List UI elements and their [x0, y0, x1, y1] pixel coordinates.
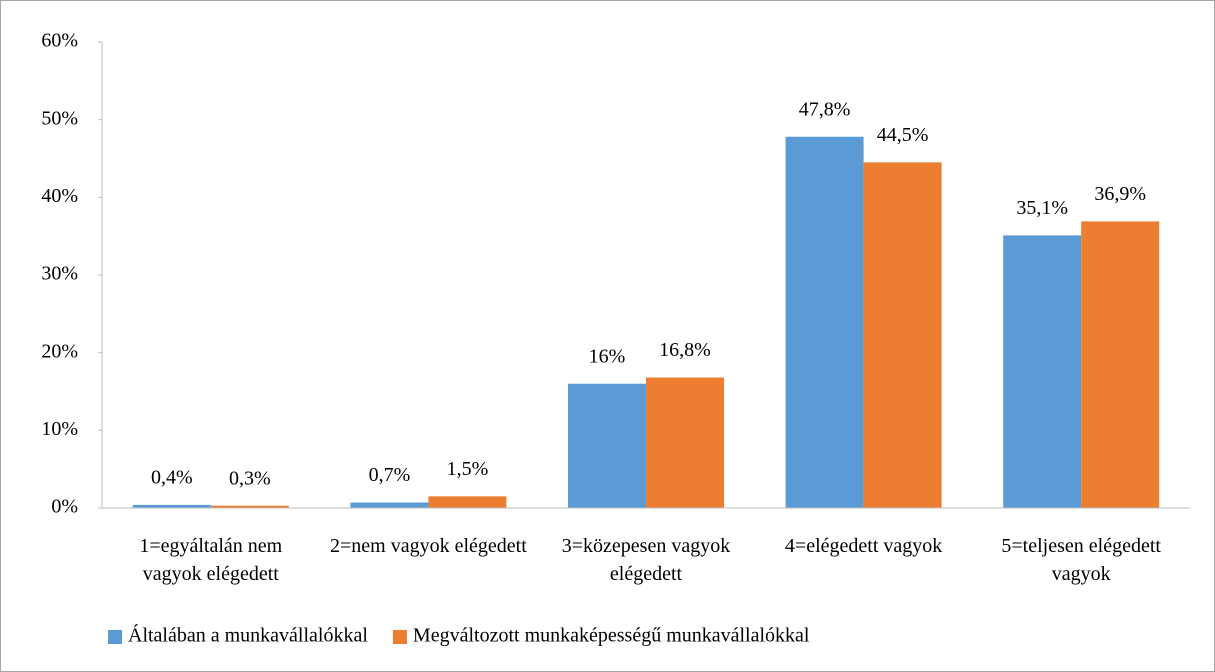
- bar: [785, 136, 864, 508]
- legend-swatch: [392, 630, 407, 644]
- x-tick-label: 3=közepesen vagyok elégedett: [561, 535, 731, 585]
- legend-label: Általában a munkavállalókkal: [128, 624, 368, 647]
- x-tick-label: 2=nem vagyok elégedett: [330, 535, 527, 557]
- y-tick-label: 10%: [41, 418, 78, 440]
- data-label: 44,5%: [877, 124, 929, 146]
- bar: [568, 383, 646, 508]
- legend-label: Megváltozott munkaképességű munkavállaló…: [413, 625, 810, 647]
- bar: [1003, 235, 1082, 508]
- data-label: 16%: [589, 345, 626, 367]
- x-tick-label: 4=elégedett vagyok: [784, 535, 943, 557]
- y-tick-label: 50%: [41, 107, 78, 129]
- legend-swatch: [108, 630, 122, 644]
- data-label: 0,3%: [229, 467, 271, 489]
- bar: [350, 502, 429, 508]
- bar: [1081, 221, 1160, 508]
- data-label: 47,8%: [799, 98, 851, 120]
- bar: [210, 505, 289, 508]
- data-label: 1,5%: [447, 458, 489, 480]
- bar: [428, 496, 507, 508]
- bar: [646, 377, 724, 508]
- x-tick-label: 5=teljesen elégedett vagyok: [1001, 535, 1161, 585]
- bar: [863, 162, 942, 508]
- y-tick-label: 60%: [41, 30, 78, 52]
- data-label: 16,8%: [659, 339, 711, 361]
- data-label: 0,7%: [369, 464, 411, 486]
- data-label: 0,4%: [151, 466, 193, 488]
- bar: [132, 504, 211, 508]
- y-tick-label: 20%: [41, 340, 78, 362]
- data-label: 36,9%: [1094, 183, 1146, 205]
- x-tick-label: 1=egyáltalán nem vagyok elégedett: [139, 535, 283, 585]
- data-label: 35,1%: [1016, 197, 1068, 219]
- y-tick-label: 40%: [41, 185, 78, 207]
- y-tick-label: 0%: [51, 496, 78, 518]
- y-tick-label: 30%: [41, 263, 78, 285]
